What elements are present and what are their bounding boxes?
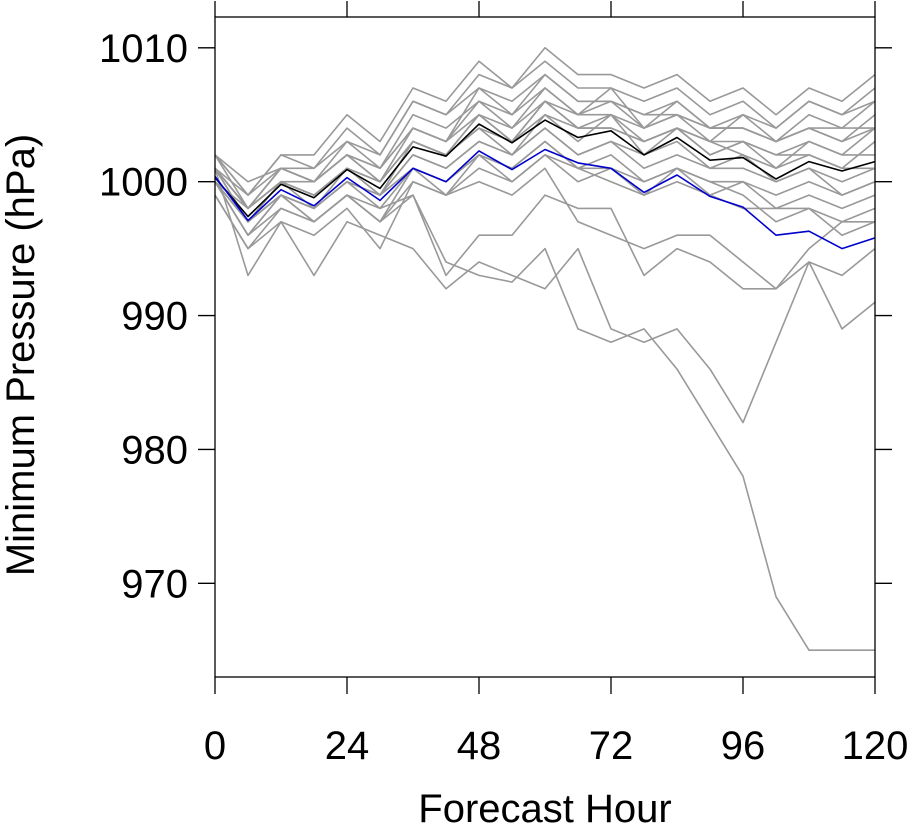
series-layer xyxy=(214,46,876,652)
series-line-22 xyxy=(214,100,876,210)
axis-layer: 0 24 48 72 96 120 970 980 990 1000 1010 xyxy=(99,1,908,768)
plot-frame xyxy=(214,16,876,678)
y-tick-label-1000: 1000 xyxy=(99,161,188,205)
series-line-0 xyxy=(214,119,876,218)
series-line-21 xyxy=(214,140,876,236)
series-line-14 xyxy=(214,87,876,210)
series-line-11 xyxy=(214,87,876,210)
x-tick-label-48: 48 xyxy=(457,724,502,768)
x-tick-label-96: 96 xyxy=(721,724,766,768)
x-axis-title: Forecast Hour xyxy=(418,787,671,827)
series-line-1 xyxy=(214,148,876,250)
series-line-16 xyxy=(214,46,876,196)
y-tick-label-990: 990 xyxy=(121,295,188,339)
series-line-5 xyxy=(214,167,875,290)
series-line-17 xyxy=(214,60,876,210)
x-tick-label-120: 120 xyxy=(842,724,909,768)
y-axis-title: Minimum Pressure (hPa) xyxy=(0,134,43,576)
series-line-2 xyxy=(214,181,875,652)
y-tick-label-1010: 1010 xyxy=(99,27,188,71)
x-tick-label-0: 0 xyxy=(204,724,226,768)
x-tick-label-24: 24 xyxy=(325,724,370,768)
series-line-10 xyxy=(214,73,876,196)
x-tick-label-72: 72 xyxy=(589,724,634,768)
series-line-3 xyxy=(214,168,876,424)
y-tick-label-970: 970 xyxy=(121,562,188,606)
y-tick-label-980: 980 xyxy=(121,428,188,472)
series-line-18 xyxy=(214,113,875,223)
